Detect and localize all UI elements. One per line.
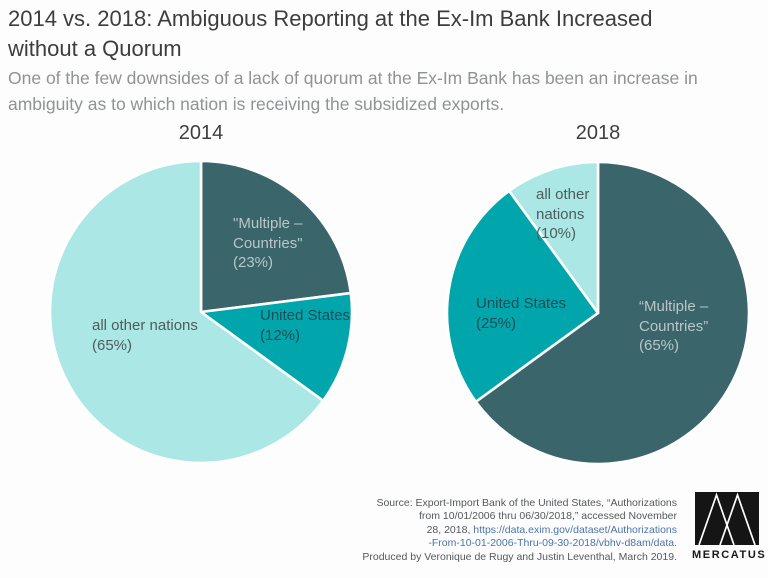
page-subtitle-line2: ambiguity as to which nation is receivin… <box>8 94 505 114</box>
mercatus-logo-icon <box>695 492 759 545</box>
page-title: 2014 vs. 2018: Ambiguous Reporting at th… <box>8 4 653 64</box>
pie-slice <box>474 160 751 466</box>
slice-label-2014-united-states: United States (12%) <box>260 307 351 344</box>
source-url-part1[interactable]: https://data.exim.gov/dataset/Authorizat… <box>473 523 677 536</box>
slice-label-2014-all-other-nations: all other nations (65%) <box>92 317 198 354</box>
source-url-part2[interactable]: -From-10-01-2006-Thru-09-30-2018/vbhv-d8… <box>428 537 677 550</box>
slice-label-2018-united-states: United States (25%) <box>476 295 567 332</box>
slice-label-2018-all-other-nations: all other nations (10%) <box>536 186 590 242</box>
page-title-line1: 2014 vs. 2018: Ambiguous Reporting at th… <box>8 6 653 31</box>
mercatus-wordmark: MERCATUS <box>692 549 767 561</box>
pie-slice <box>48 159 325 465</box>
slice-label-2014-multiple-countries: "Multiple – Countries" (23%) <box>233 215 303 271</box>
pie-slice <box>199 159 353 314</box>
chart-title-2018: 2018 <box>575 122 621 144</box>
pie-slice <box>445 189 600 404</box>
source-line-3: 28, 2018, https://data.exim.gov/dataset/… <box>337 524 677 537</box>
pie-slice <box>199 291 354 403</box>
source-line-2: from 10/01/2006 thru 06/30/2018,” access… <box>419 510 677 523</box>
source-credit: Produced by Veronique de Rugy and Justin… <box>362 550 677 563</box>
slice-label-2018-multiple-countries: “Multiple – Countries” (65%) <box>639 298 709 354</box>
mercatus-logo: MERCATUS <box>692 492 767 561</box>
pie-chart-2018 <box>445 160 751 466</box>
source-line-3-prefix: 28, 2018, <box>426 523 474 536</box>
pie-chart-2014 <box>48 159 354 465</box>
page-subtitle-line1: One of the few downsides of a lack of qu… <box>8 68 698 88</box>
chart-title-2014: 2014 <box>178 122 224 144</box>
pie-slice <box>507 160 600 315</box>
source-line-1: Source: Export-Import Bank of the United… <box>376 497 677 509</box>
page-subtitle: One of the few downsides of a lack of qu… <box>8 65 698 117</box>
source-note: Source: Export-Import Bank of the United… <box>337 497 677 564</box>
page-title-line2: without a Quorum <box>8 36 182 61</box>
